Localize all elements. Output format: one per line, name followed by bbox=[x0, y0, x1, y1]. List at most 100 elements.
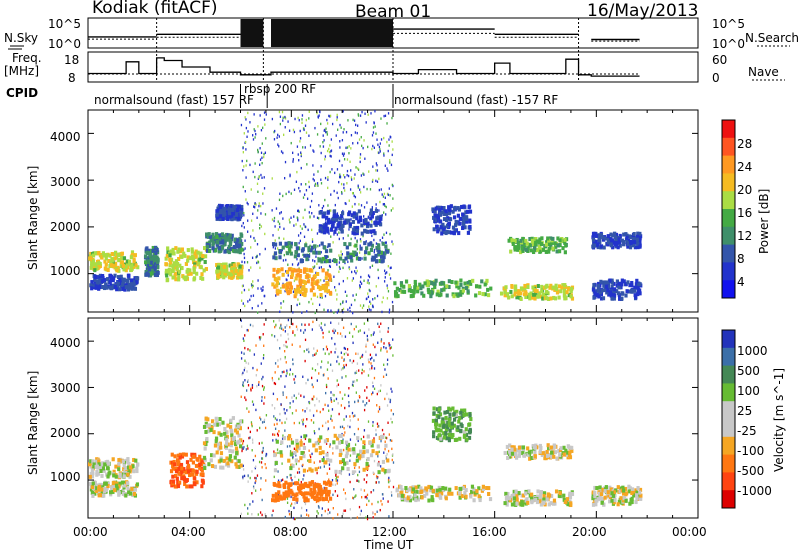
velocity-noise-cell bbox=[303, 442, 305, 446]
power-echo-13 bbox=[543, 292, 548, 297]
velocity-echo-7 bbox=[468, 412, 472, 417]
power-noise-cell bbox=[240, 216, 243, 219]
power-echo-5 bbox=[240, 204, 244, 209]
power-echo-15 bbox=[593, 291, 597, 296]
power-noise-cell bbox=[371, 134, 374, 137]
power-echo-10 bbox=[471, 278, 475, 283]
power-noise-cell bbox=[343, 183, 345, 186]
power-noise-cell bbox=[364, 157, 366, 160]
power-echo-8 bbox=[375, 245, 379, 250]
velocity-noise-cell bbox=[330, 400, 333, 403]
velocity-echo-7 bbox=[459, 422, 463, 427]
power-echo-5 bbox=[226, 216, 230, 221]
velocity-echo-8 bbox=[541, 451, 545, 456]
power-noise-cell bbox=[311, 211, 313, 215]
power-noise-cell bbox=[344, 202, 346, 205]
velocity-noise-cell bbox=[345, 351, 347, 355]
power-echo-7 bbox=[294, 276, 298, 281]
power-echo-11 bbox=[466, 209, 470, 214]
velocity-echo-0 bbox=[104, 460, 108, 465]
velocity-noise-cell bbox=[274, 362, 277, 365]
velocity-noise-cell bbox=[343, 366, 345, 369]
power-echo-9 bbox=[326, 220, 330, 225]
velocity-noise-cell bbox=[320, 326, 322, 329]
power-echo-11 bbox=[453, 205, 457, 210]
velocity-echo-8 bbox=[521, 447, 526, 452]
power-noise-cell bbox=[350, 134, 353, 137]
power-echo-10 bbox=[425, 279, 429, 284]
power-echo-4 bbox=[217, 233, 222, 238]
power-echo-3 bbox=[177, 277, 181, 282]
power-echo-7 bbox=[311, 285, 315, 290]
velocity-echo-6 bbox=[408, 495, 412, 500]
velocity-echo-5 bbox=[362, 445, 366, 450]
velocity-noise-cell bbox=[304, 323, 306, 327]
velocity-noise-cell bbox=[337, 332, 339, 335]
power-echo-7 bbox=[286, 291, 291, 296]
velocity-echo-9 bbox=[538, 498, 542, 503]
velocity-noise-cell bbox=[298, 392, 300, 396]
power-noise-cell bbox=[272, 234, 274, 237]
power-echo-2 bbox=[156, 260, 160, 265]
velocity-echo-2 bbox=[169, 460, 173, 465]
power-noise-cell bbox=[280, 211, 282, 214]
power-noise-cell bbox=[385, 241, 387, 244]
power-noise-cell bbox=[254, 162, 256, 165]
velocity-echo-1 bbox=[109, 492, 113, 497]
velocity-echo-0 bbox=[88, 462, 92, 467]
velocity-noise-cell bbox=[258, 383, 260, 386]
power-echo-5 bbox=[219, 208, 223, 213]
velocity-echo-5 bbox=[308, 438, 312, 443]
power-noise-cell bbox=[280, 306, 282, 309]
velocity-echo-2 bbox=[177, 471, 181, 476]
power-echo-15 bbox=[610, 280, 614, 285]
velocity-noise-cell bbox=[282, 434, 284, 437]
power-echo-0 bbox=[130, 250, 135, 255]
velocity-echo-2 bbox=[178, 452, 182, 457]
power-echo-9 bbox=[376, 221, 380, 226]
power-echo-9 bbox=[379, 222, 383, 227]
power-noise-cell bbox=[329, 144, 331, 147]
power-echo-8 bbox=[380, 254, 384, 259]
velocity-echo-5 bbox=[376, 444, 380, 449]
power-echo-8 bbox=[304, 243, 308, 248]
power-noise-cell bbox=[372, 144, 374, 148]
power-echo-10 bbox=[450, 279, 454, 284]
velocity-echo-5 bbox=[346, 467, 350, 472]
velocity-echo-4 bbox=[318, 496, 322, 501]
velocity-echo-7 bbox=[462, 430, 467, 435]
velocity-noise-cell bbox=[330, 321, 332, 324]
power-echo-13 bbox=[551, 285, 555, 290]
power-echo-8 bbox=[303, 253, 307, 258]
power-noise-cell bbox=[263, 176, 265, 179]
velocity-echo-5 bbox=[337, 440, 342, 445]
power-echo-10 bbox=[426, 287, 430, 292]
velocity-echo-1 bbox=[101, 483, 105, 488]
power-echo-12 bbox=[507, 238, 511, 243]
power-echo-7 bbox=[319, 292, 323, 297]
power-echo-8 bbox=[374, 253, 378, 258]
power-noise-cell bbox=[359, 114, 362, 117]
velocity-echo-8 bbox=[514, 455, 519, 460]
velocity-noise-cell bbox=[281, 478, 284, 481]
power-noise-cell bbox=[290, 192, 292, 195]
power-noise-cell bbox=[257, 177, 260, 180]
velocity-noise-cell bbox=[261, 457, 264, 460]
power-echo-7 bbox=[281, 284, 285, 289]
velocity-noise-cell bbox=[307, 378, 309, 382]
velocity-noise-cell bbox=[302, 375, 304, 379]
power-echo-1 bbox=[116, 275, 121, 280]
power-echo-2 bbox=[147, 248, 151, 253]
velocity-echo-5 bbox=[299, 442, 303, 447]
velocity-echo-3 bbox=[215, 450, 219, 455]
velocity-noise-cell bbox=[352, 415, 355, 418]
power-echo-15 bbox=[592, 295, 596, 300]
velocity-noise-cell bbox=[261, 421, 264, 424]
power-noise-cell bbox=[320, 182, 323, 185]
power-noise-cell bbox=[316, 111, 318, 115]
velocity-noise-cell bbox=[284, 515, 286, 519]
power-noise-cell bbox=[376, 138, 378, 141]
velocity-noise-cell bbox=[240, 357, 243, 360]
velocity-echo-2 bbox=[171, 479, 176, 484]
velocity-noise-cell bbox=[330, 363, 332, 366]
